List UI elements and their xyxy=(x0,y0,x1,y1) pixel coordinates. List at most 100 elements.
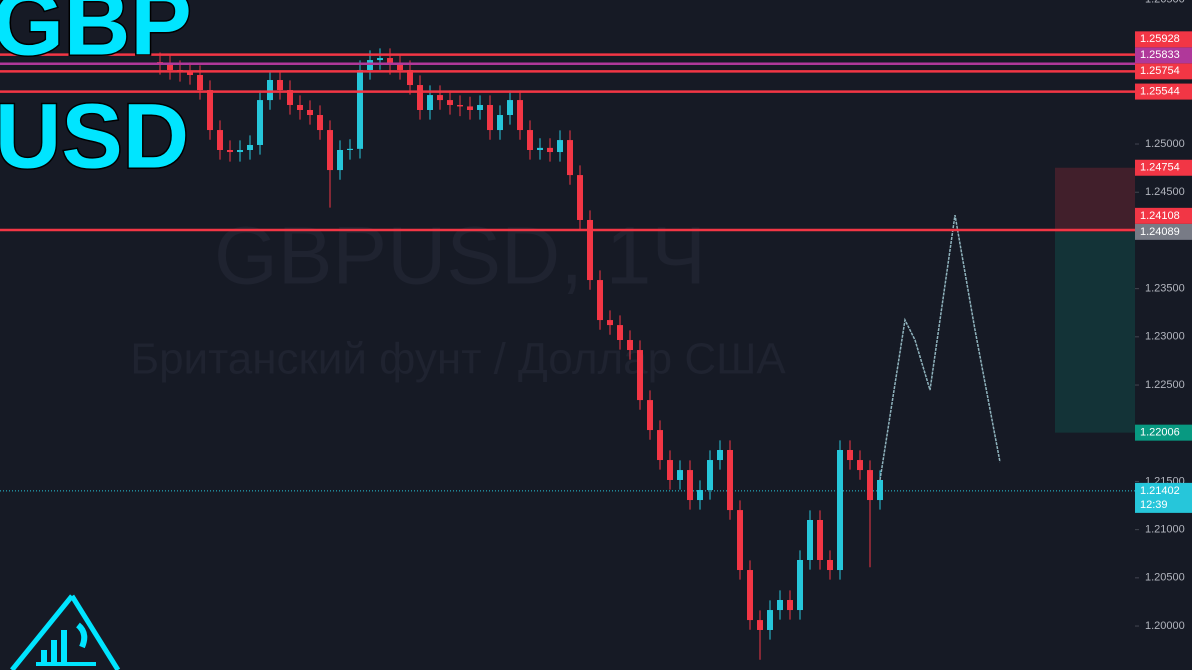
candle-body xyxy=(717,450,723,461)
candle-body xyxy=(267,80,273,101)
overlay-title: GBP xyxy=(0,0,192,74)
candle-body xyxy=(747,570,753,621)
y-tick-label: 1.25000 xyxy=(1145,138,1185,150)
candle-body xyxy=(517,100,523,131)
price-label-box xyxy=(1135,47,1192,64)
candle-body xyxy=(837,450,843,571)
candle-body xyxy=(707,460,713,491)
candle-body xyxy=(317,115,323,131)
candle-body xyxy=(347,148,353,151)
price-label-box xyxy=(1135,223,1192,240)
candle-body xyxy=(537,147,543,151)
candle-body xyxy=(417,85,423,110)
candle-body xyxy=(857,460,863,471)
y-tick-label: 1.23500 xyxy=(1145,283,1185,295)
watermark-title: GBPUSD, 1Ч xyxy=(214,211,706,302)
candle-body xyxy=(647,400,653,431)
price-label: 1.25544 xyxy=(1140,85,1180,97)
candle-body xyxy=(327,130,333,171)
logo-triangle xyxy=(10,594,121,670)
candle-body xyxy=(817,519,823,561)
candle-body xyxy=(587,219,593,281)
candle-body xyxy=(437,95,443,101)
candle-body xyxy=(767,610,773,630)
candle-body xyxy=(757,620,763,630)
candle-body xyxy=(497,115,503,131)
price-label-box xyxy=(1135,424,1192,441)
candle-body xyxy=(247,144,253,151)
candle-body xyxy=(667,460,673,480)
price-countdown: 12:39 xyxy=(1140,499,1168,511)
candle-body xyxy=(227,150,233,153)
logo-bars xyxy=(41,622,88,666)
candle-body xyxy=(637,350,643,401)
price-label: 1.24754 xyxy=(1140,162,1180,174)
y-tick-label: 1.23000 xyxy=(1145,331,1185,343)
watermark-subtitle: Британский фунт / Доллар США xyxy=(130,335,786,384)
y-tick-label: 1.20500 xyxy=(1145,572,1185,584)
candle-body xyxy=(427,95,433,110)
candle-body xyxy=(337,150,343,171)
candle-body xyxy=(677,470,683,480)
price-label-box xyxy=(1135,482,1192,513)
candle-body xyxy=(617,325,623,341)
price-label-box xyxy=(1135,63,1192,80)
candle-body xyxy=(167,64,173,70)
price-label-box xyxy=(1135,83,1192,100)
candle-body xyxy=(237,150,243,153)
candle-body xyxy=(467,106,473,110)
candle-body xyxy=(807,519,813,561)
candle-body xyxy=(607,320,613,326)
candle-body xyxy=(377,58,383,61)
candle-body xyxy=(827,560,833,571)
candle-body xyxy=(597,280,603,321)
candle-body xyxy=(697,490,703,501)
price-label: 1.21402 xyxy=(1140,485,1180,497)
logo xyxy=(10,594,121,670)
candle-body xyxy=(797,560,803,611)
overlay-title: USD xyxy=(0,85,189,187)
candle-body xyxy=(567,140,573,176)
candle-body xyxy=(277,80,283,91)
candle-body xyxy=(447,100,453,105)
price-label-box xyxy=(1135,159,1192,176)
y-tick-label: 1.24500 xyxy=(1145,186,1185,198)
y-tick-label: 1.21000 xyxy=(1145,524,1185,536)
candle-body xyxy=(627,340,633,351)
price-label: 1.25928 xyxy=(1140,33,1180,45)
price-label: 1.25754 xyxy=(1140,65,1180,77)
price-label: 1.24108 xyxy=(1140,210,1180,222)
candle-body xyxy=(527,130,533,151)
price-label-box xyxy=(1135,207,1192,224)
candle-body xyxy=(547,147,553,153)
stop-zone xyxy=(1055,167,1135,232)
candle-body xyxy=(457,104,463,107)
price-label: 1.22006 xyxy=(1140,427,1180,439)
candle-body xyxy=(357,69,363,149)
candle-body xyxy=(577,175,583,220)
candle-body xyxy=(777,600,783,611)
target-zone xyxy=(1055,231,1135,433)
price-axis xyxy=(1135,0,1192,670)
candle-body xyxy=(197,75,203,91)
candle-body xyxy=(307,109,313,116)
candle-body xyxy=(257,100,263,145)
candle-body xyxy=(787,600,793,611)
y-tick-label: 1.20000 xyxy=(1145,620,1185,632)
candle-body xyxy=(387,58,393,65)
candle-body xyxy=(557,140,563,153)
candle-body xyxy=(867,470,873,501)
candle-body xyxy=(187,72,193,76)
y-tick-label: 1.26500 xyxy=(1145,0,1185,5)
candle-body xyxy=(847,450,853,461)
candle-body xyxy=(737,510,743,571)
projection-line xyxy=(879,214,1001,481)
candle-body xyxy=(727,450,733,511)
candle-body xyxy=(877,479,883,501)
candle-body xyxy=(687,470,693,501)
candle-body xyxy=(657,430,663,461)
candle-body xyxy=(367,60,373,70)
candle-body xyxy=(407,69,413,86)
